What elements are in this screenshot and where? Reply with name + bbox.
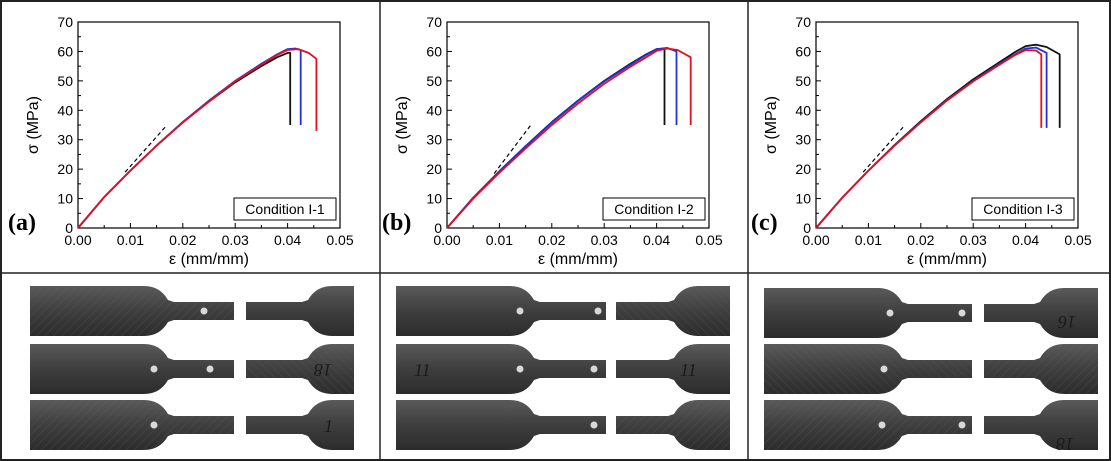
- condition-label: Condition I-1: [245, 201, 325, 217]
- specimen-row-3: 18: [764, 400, 1098, 454]
- chart-panel-c: 0.00 0.01 0.02 0.03 0.04 0.05 0 10 20 30 40 50 60 70 ε…: [751, 14, 1092, 268]
- chart-panel-b: 0.00 0.01 0.02 0.03 0.04 0.05 0 10 20 30 40 50 60 70 ε…: [382, 14, 723, 268]
- y-tick-label: 70: [795, 14, 811, 30]
- specimen-row-1: [396, 286, 730, 336]
- specimen-row-3: [396, 400, 730, 450]
- y-axis-label: σ (MPa): [394, 96, 411, 154]
- y-tick-label: 60: [57, 43, 73, 59]
- x-tick-label: 0.03: [960, 232, 987, 248]
- series-line: [815, 49, 1043, 229]
- specimen-row-2: [764, 344, 1098, 394]
- chart-panel-a: 0.00 0.01 0.02 0.03 0.04 0.05 0 10 20 30 40 50 60 70 ε…: [8, 14, 354, 268]
- plot-frame: [446, 21, 710, 229]
- y-tick-label: 10: [426, 191, 442, 207]
- y-tick-label: 50: [795, 73, 811, 89]
- specimen-mark: 16: [1058, 312, 1076, 332]
- specimen-mark: 18: [1056, 434, 1074, 454]
- dashed-reference-line: [493, 124, 532, 174]
- y-tick-label: 0: [803, 220, 811, 236]
- x-tick-label: 0.05: [695, 232, 722, 248]
- panel-label: (c): [751, 210, 778, 236]
- specimen-mark: 18: [314, 360, 332, 380]
- y-tick-label: 0: [434, 220, 442, 236]
- y-tick-label: 60: [795, 43, 811, 59]
- specimen-photo-a: 18 1: [24, 280, 370, 458]
- panel-label: (b): [382, 210, 411, 236]
- x-tick-label: 0.02: [169, 232, 196, 248]
- y-tick-label: 50: [57, 73, 73, 89]
- y-axis-label: σ (MPa): [763, 96, 780, 154]
- specimen-photo-b: 11 11: [390, 280, 742, 458]
- y-tick-label: 50: [426, 73, 442, 89]
- x-tick-label: 0.01: [855, 232, 882, 248]
- y-tick-label: 40: [795, 102, 811, 118]
- specimen-mark: 11: [414, 360, 431, 380]
- specimen-row-2: 11 11: [396, 344, 730, 394]
- y-tick-label: 30: [426, 132, 442, 148]
- x-axis-label: ε (mm/mm): [169, 251, 249, 268]
- x-tick-label: 0.03: [222, 232, 249, 248]
- y-tick-label: 40: [57, 102, 73, 118]
- x-tick-label: 0.00: [64, 232, 91, 248]
- x-tick-label: 0.02: [538, 232, 565, 248]
- x-tick-label: 0.03: [591, 232, 618, 248]
- y-tick-label: 0: [65, 220, 73, 236]
- y-tick-label: 20: [426, 161, 442, 177]
- condition-box: [602, 197, 706, 221]
- specimen-mark: 1: [324, 416, 333, 436]
- y-tick-label: 20: [57, 161, 73, 177]
- x-axis-label: ε (mm/mm): [538, 251, 618, 268]
- dashed-reference-line: [862, 124, 906, 173]
- condition-box: [233, 197, 337, 221]
- y-tick-label: 10: [795, 191, 811, 207]
- panel-label: (a): [8, 210, 36, 236]
- x-tick-label: 0.05: [1064, 232, 1091, 248]
- specimen-row-1: 16: [764, 288, 1098, 338]
- y-tick-label: 30: [57, 132, 73, 148]
- y-tick-label: 10: [57, 191, 73, 207]
- x-tick-label: 0.04: [274, 232, 301, 248]
- x-tick-label: 0.00: [433, 232, 460, 248]
- dashed-reference-line: [124, 124, 168, 173]
- series-line: [446, 47, 692, 229]
- x-axis-label: ε (mm/mm): [907, 251, 987, 268]
- x-tick-label: 0.05: [326, 232, 353, 248]
- specimen-photo-c: 16 18: [758, 280, 1104, 458]
- y-tick-label: 30: [795, 132, 811, 148]
- y-axis-label: σ (MPa): [25, 96, 42, 154]
- series-line: [77, 48, 318, 229]
- specimen-row-3: 1: [30, 400, 354, 450]
- x-tick-label: 0.04: [643, 232, 670, 248]
- x-tick-label: 0.01: [117, 232, 144, 248]
- charts: 0.00 0.01 0.02 0.03 0.04 0.05 0 10 20 30 40 50 60 70 ε…: [8, 14, 1092, 268]
- x-tick-label: 0.01: [486, 232, 513, 248]
- specimen-mark: 11: [680, 360, 697, 380]
- condition-label: Condition I-3: [983, 201, 1063, 217]
- y-tick-label: 40: [426, 102, 442, 118]
- y-tick-label: 60: [426, 43, 442, 59]
- condition-label: Condition I-2: [614, 201, 694, 217]
- x-tick-label: 0.04: [1012, 232, 1039, 248]
- y-tick-label: 70: [57, 14, 73, 30]
- x-tick-label: 0.00: [802, 232, 829, 248]
- y-tick-label: 20: [795, 161, 811, 177]
- y-tick-label: 70: [426, 14, 442, 30]
- x-tick-label: 0.02: [907, 232, 934, 248]
- specimen-row-1: [30, 286, 354, 336]
- condition-box: [971, 197, 1075, 221]
- specimen-row-2: 18: [30, 344, 354, 394]
